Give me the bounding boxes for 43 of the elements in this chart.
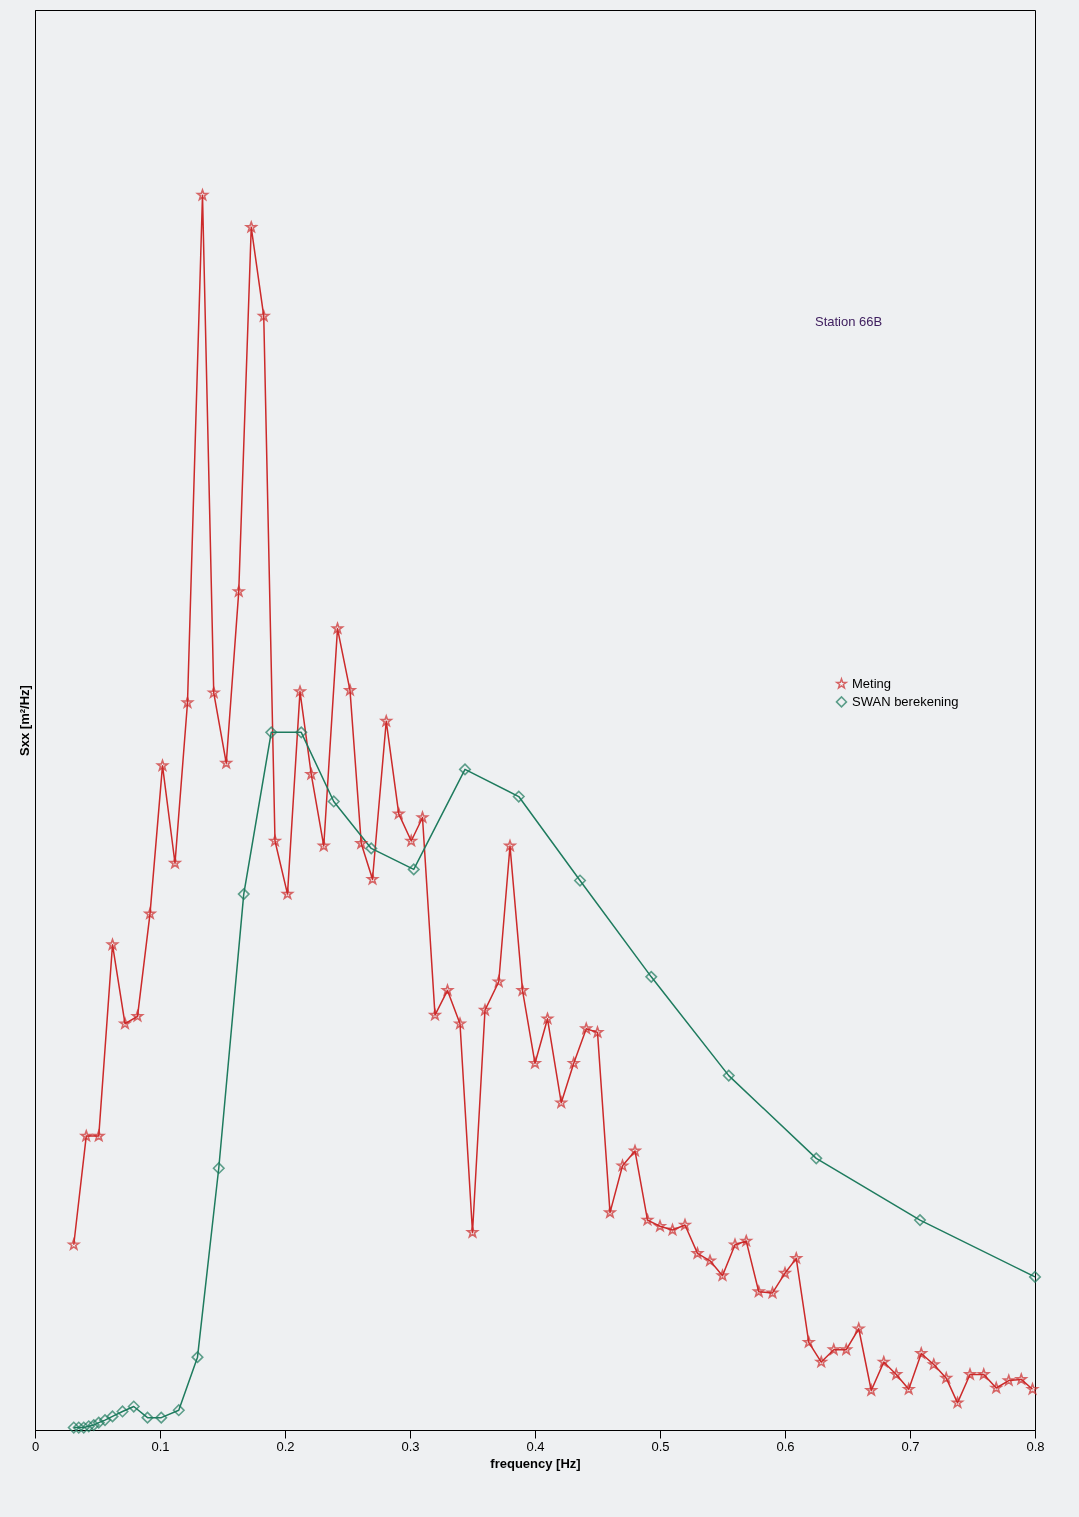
point (722, 1069, 735, 1082)
x-tick-label: 0.2 (276, 1438, 295, 1454)
legend-label: SWAN berekening (852, 693, 959, 709)
x-tick-label: 0.4 (526, 1438, 545, 1454)
point (237, 888, 250, 901)
point (645, 970, 658, 983)
point (407, 863, 420, 876)
x-tick-label: 0.1 (151, 1438, 170, 1454)
x-tick-label: 0 (31, 1438, 40, 1454)
legend-label: Meting (852, 675, 892, 691)
point (458, 763, 472, 776)
point (810, 1152, 823, 1165)
x-tick-label: 0.8 (1026, 1438, 1045, 1454)
point (191, 1351, 204, 1364)
point (67, 1421, 80, 1434)
x-tick-label: 0.7 (901, 1438, 920, 1454)
y-axis-title: Sxx [m²/Hz] (16, 685, 32, 756)
point (265, 726, 278, 739)
x-tick-label: 0.6 (776, 1438, 795, 1454)
point (141, 1411, 154, 1424)
x-tick-label: 0.5 (651, 1438, 670, 1454)
point (77, 1421, 90, 1434)
point (365, 842, 378, 855)
x-axis-title: frequency [Hz] (490, 1455, 581, 1471)
point (106, 1410, 119, 1423)
point (172, 1404, 185, 1417)
point (87, 1419, 100, 1432)
point (82, 1420, 95, 1433)
point (212, 1162, 225, 1175)
point (1028, 1270, 1042, 1283)
point (127, 1400, 140, 1413)
point (573, 874, 587, 887)
point (98, 1414, 112, 1427)
point (913, 1214, 927, 1227)
point (92, 1416, 105, 1429)
point (327, 795, 340, 808)
point (295, 726, 308, 739)
point (155, 1411, 168, 1424)
point (116, 1405, 129, 1418)
annotation: Station 66B (815, 314, 883, 330)
x-tick-label: 0.3 (401, 1438, 420, 1454)
point (512, 790, 525, 803)
point (72, 1421, 85, 1434)
